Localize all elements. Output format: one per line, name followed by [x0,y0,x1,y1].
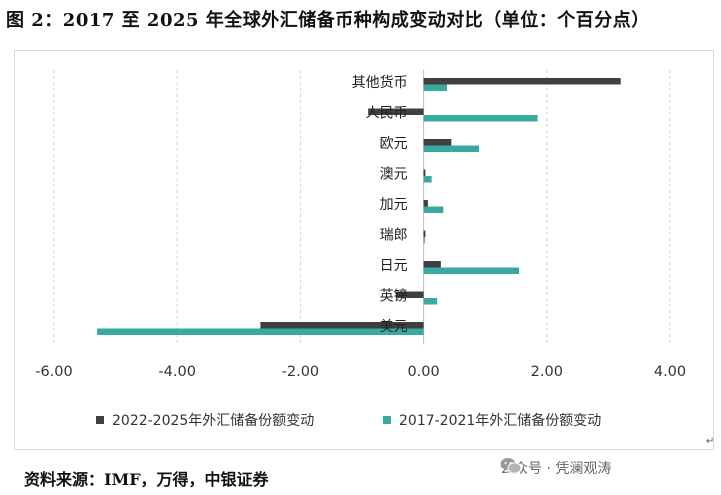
x-tick-label: -2.00 [282,364,320,380]
legend-swatch [383,416,391,424]
x-tick-label: -6.00 [35,364,73,380]
legend-label: 2022-2025年外汇储备份额变动 [112,412,314,429]
bar-series1 [368,108,424,115]
figure-title: 图 2：2017 至 2025 年全球外汇储备币种构成变动对比（单位：个百分点） [6,10,650,31]
bar-series1 [423,139,452,146]
bar-series2 [97,328,424,335]
category-label: 加元 [380,197,408,213]
legend-swatch [96,416,104,424]
x-tick-label: 4.00 [654,364,686,380]
category-label: 其他货币 [352,74,408,91]
bar-series1 [423,169,426,176]
grid-lines [53,70,671,345]
watermark: 公众号 · 凭澜观涛 [500,457,611,479]
watermark-text: 公众号 · 凭澜观涛 [500,461,612,477]
bar-series1 [423,78,621,85]
legend-label: 2017-2021年外汇储备份额变动 [399,412,601,429]
bar-series2 [423,206,444,213]
category-label: 日元 [380,258,408,274]
bar-series1 [423,261,441,268]
wechat-icon [500,458,522,474]
source-note: 资料来源：IMF，万得，中银证券 [24,470,269,489]
x-tick-label: -4.00 [158,364,196,380]
x-tick-label: 0.00 [407,364,439,380]
category-label: 人民币 [366,106,408,122]
paragraph-mark-icon: ↵ [706,436,715,447]
bar-series2 [423,84,448,91]
x-axis-ticks: -6.00 -4.00 -2.00 0.00 2.00 4.00 [35,364,686,380]
bar-series2 [423,267,520,274]
bar-series2 [423,176,432,183]
bar-series1 [423,200,428,207]
bar-series1 [260,322,424,329]
bar-series2 [423,145,480,152]
bar-series2 [423,298,438,305]
category-label: 欧元 [380,136,408,152]
bar-series2 [423,115,538,122]
category-label: 澳元 [380,167,408,183]
legend: 2022-2025年外汇储备份额变动 2017-2021年外汇储备份额变动 [96,412,601,429]
bars [97,78,621,335]
bar-series1 [395,291,424,298]
chart-frame [14,50,714,450]
x-tick-label: 2.00 [531,364,563,380]
category-label: 瑞郎 [380,228,408,244]
bar-series2 [423,237,425,244]
category-label: 英镑 [380,288,408,305]
bar-series1 [423,230,426,237]
category-label: 美元 [380,319,408,335]
